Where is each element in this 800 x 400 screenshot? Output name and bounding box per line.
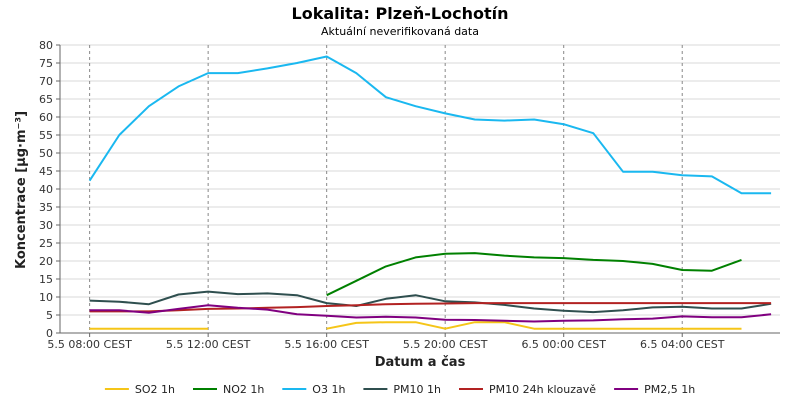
legend-item: O3 1h — [282, 383, 345, 396]
chart-subtitle: Aktuální neverifikovaná data — [321, 25, 479, 38]
y-tick-label: 65 — [39, 93, 53, 106]
legend-label: PM2,5 1h — [644, 383, 695, 396]
y-tick-label: 30 — [39, 219, 53, 232]
series-line-o3-1h — [88, 55, 772, 195]
series-line-pm10-24h-klouzav — [89, 302, 772, 313]
y-tick-label: 35 — [39, 201, 53, 214]
legend-label: NO2 1h — [223, 383, 264, 396]
x-tick-label: 5.5 12:00 CEST — [166, 338, 251, 351]
y-tick-label: 25 — [39, 237, 53, 250]
legend-item: PM10 1h — [363, 383, 441, 396]
legend-item: NO2 1h — [193, 383, 264, 396]
legend-item: PM2,5 1h — [614, 383, 695, 396]
x-axis-title: Datum a čas — [375, 355, 466, 370]
x-tick-label: 5.5 16:00 CEST — [284, 338, 369, 351]
legend-label: O3 1h — [312, 383, 345, 396]
y-tick-label: 5 — [46, 309, 53, 322]
y-tick-label: 10 — [39, 291, 53, 304]
y-tick-label: 15 — [39, 273, 53, 286]
x-tick-label: 6.5 00:00 CEST — [521, 338, 606, 351]
y-tick-label: 55 — [39, 129, 53, 142]
x-tick-label: 5.5 20:00 CEST — [403, 338, 488, 351]
legend-item: PM10 24h klouzavě — [459, 383, 596, 396]
series-line-so2-1h — [326, 321, 742, 330]
x-tick-label: 5.5 08:00 CEST — [47, 338, 132, 351]
y-axis-title: Koncentrace [µg·m⁻³] — [14, 111, 29, 269]
series-line-pm10-1h — [89, 290, 772, 314]
legend-label: SO2 1h — [135, 383, 175, 396]
y-tick-label: 50 — [39, 147, 53, 160]
series-line-pm2-5-1h — [89, 304, 772, 323]
legend-label: PM10 24h klouzavě — [489, 383, 596, 396]
y-tick-label: 40 — [39, 183, 53, 196]
plot-area: 0 5 10 15 20 25 30 35 40 45 50 55 60 65 70 75 80 5.5 08:0… — [39, 39, 780, 351]
y-tick-label: 80 — [39, 39, 53, 52]
y-tick-label: 60 — [39, 111, 53, 124]
legend-item: SO2 1h — [104, 383, 175, 396]
y-tick-label: 0 — [46, 327, 53, 340]
chart-title: Lokalita: Plzeň-Lochotín — [292, 4, 509, 23]
x-tick-label: 6.5 04:00 CEST — [640, 338, 725, 351]
y-tick-label: 70 — [39, 75, 53, 88]
legend-label: PM10 1h — [393, 383, 441, 396]
y-tick-label: 20 — [39, 255, 53, 268]
y-tick-label: 75 — [39, 57, 53, 70]
y-tick-label: 45 — [39, 165, 53, 178]
series-line-no2-1h — [326, 252, 742, 297]
legend: SO2 1h NO2 1h O3 1h PM10 1h PM10 24h klouzav… — [104, 383, 695, 396]
